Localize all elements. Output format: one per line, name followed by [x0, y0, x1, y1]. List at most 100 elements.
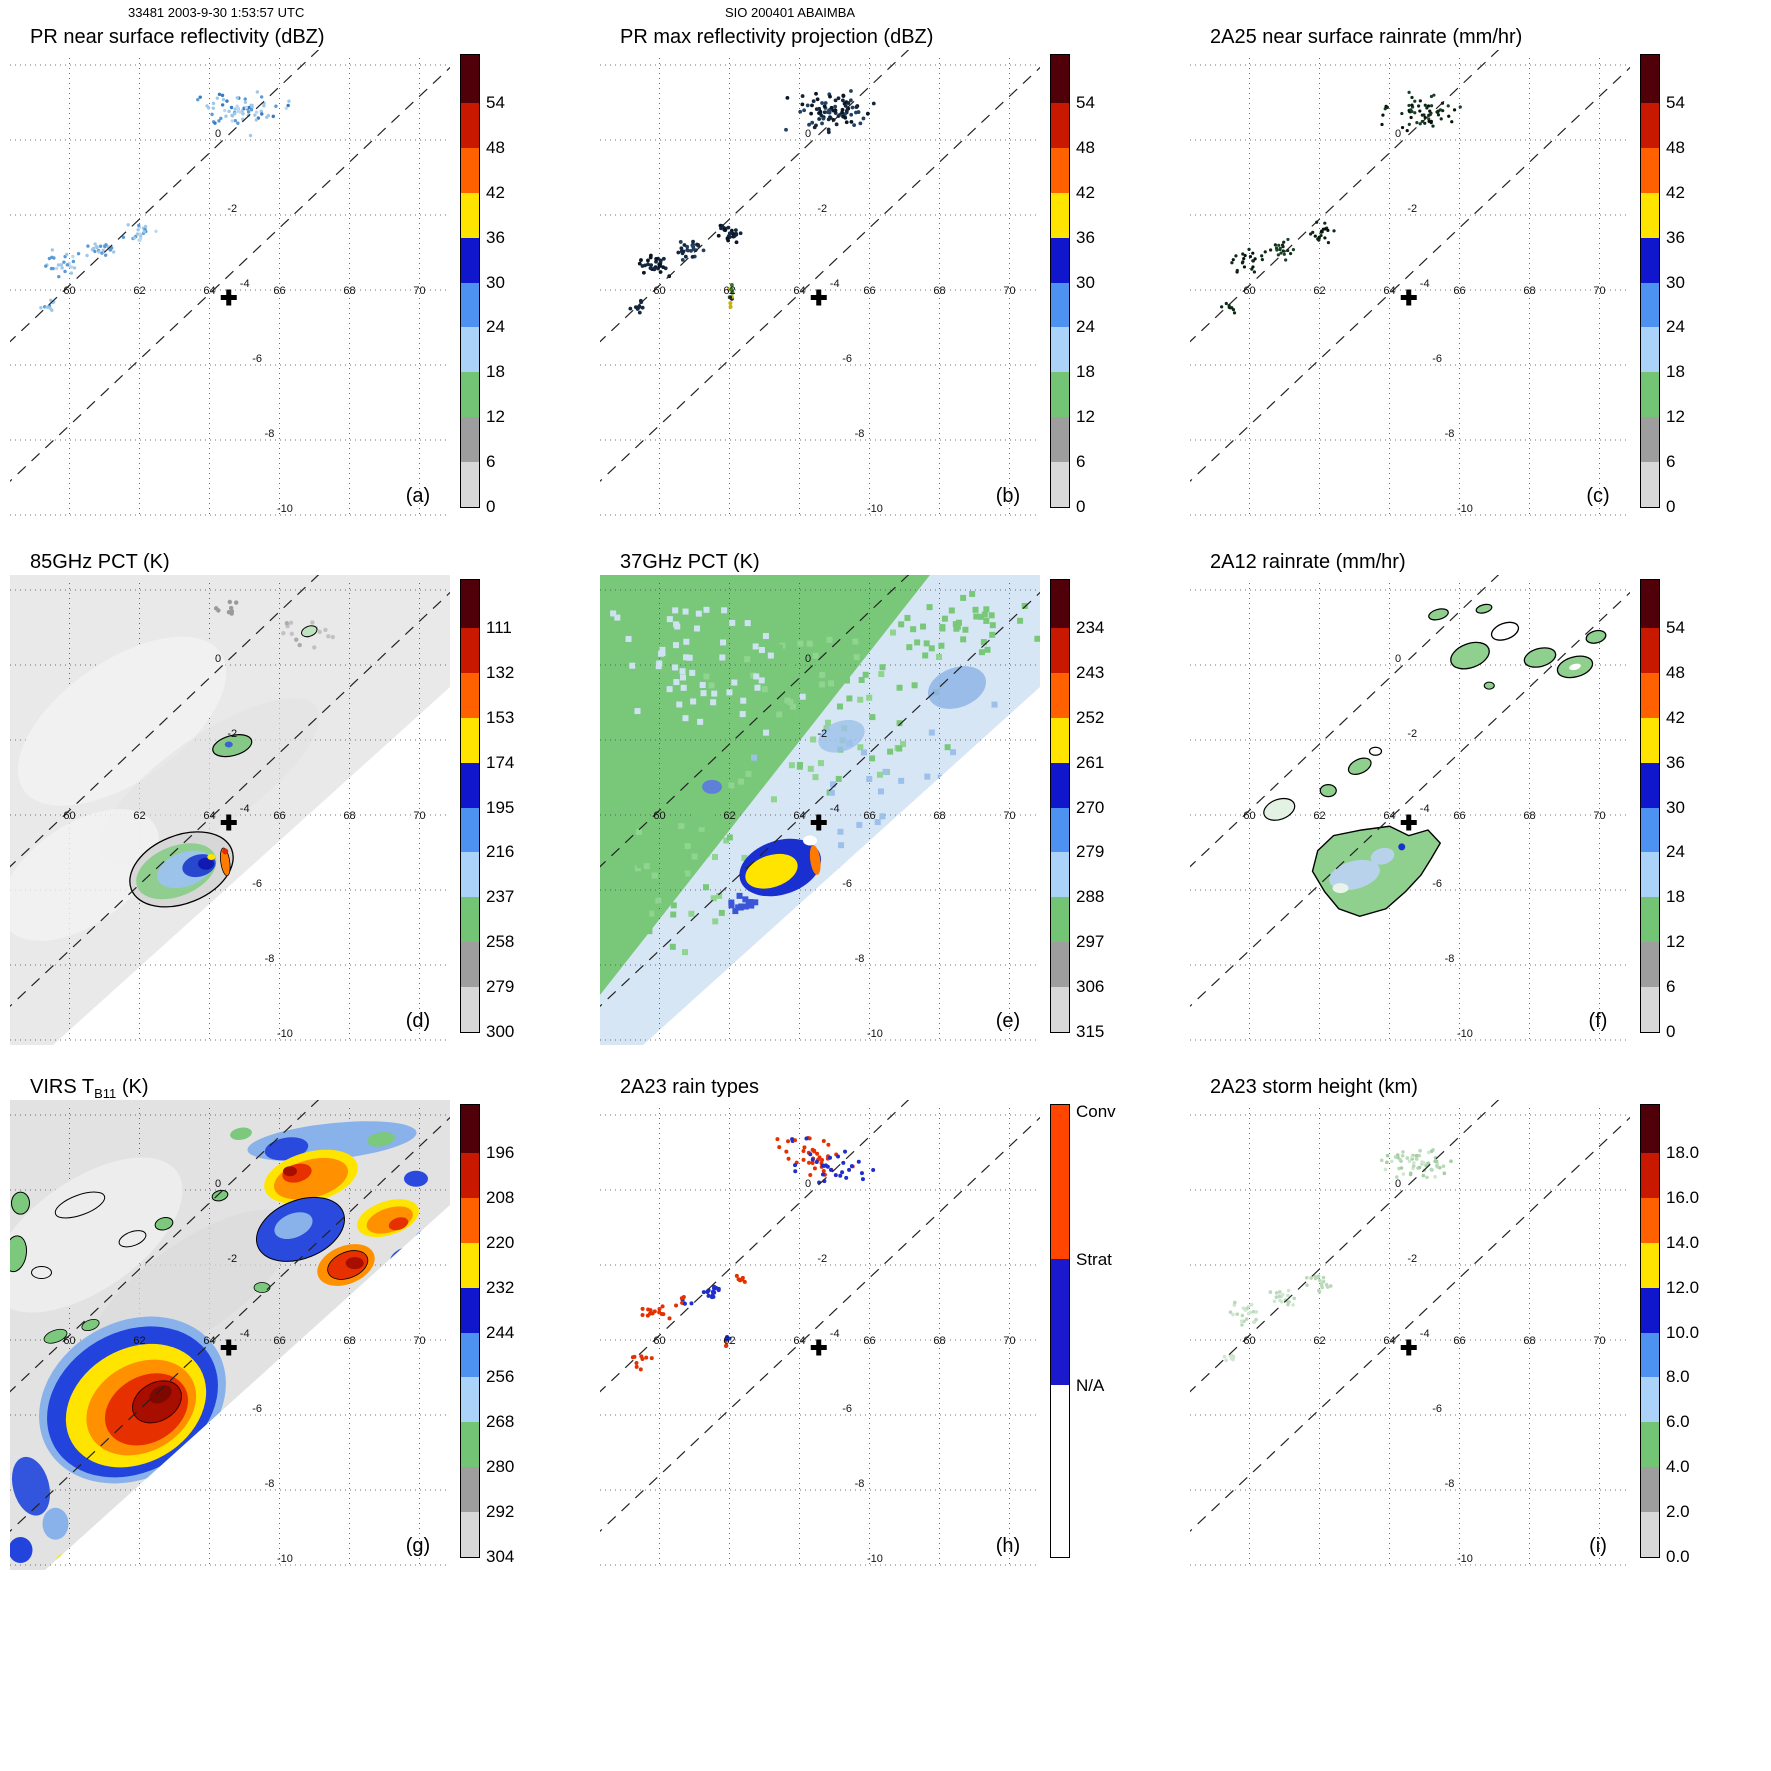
colorbar-labels: 54 48 42 36 30 24 18 12 6 0 — [486, 54, 558, 516]
center-cross-marker — [220, 814, 237, 831]
map-plot: 60 62 64 66 68 70 0 -2 -4 -6 -8 -10 (h) — [600, 1100, 1040, 1570]
lat-tick-label: -8 — [265, 953, 275, 965]
colorbar-labels: 111 132 153 174 195 216 237 258 279 300 — [486, 579, 558, 1041]
colorbar-tick: 6 — [1076, 452, 1086, 472]
lat-tick-label: -10 — [1457, 1028, 1473, 1040]
colorbar-tick: 243 — [1076, 662, 1105, 682]
colorbar-tick: 232 — [486, 1277, 515, 1297]
colorbar-tick: 16.0 — [1666, 1187, 1700, 1207]
panel-letter: (c) — [1586, 485, 1609, 507]
colorbar-tick: 12 — [1666, 407, 1685, 427]
panel-letter: (f) — [1589, 1010, 1608, 1032]
colorbar-tick: 36 — [486, 227, 505, 247]
panel-title-text: PR max reflectivity projection (dBZ) — [620, 26, 934, 48]
lat-tick-label: -8 — [855, 1478, 865, 1490]
lat-tick-label: -6 — [842, 1403, 852, 1415]
colorbar — [460, 54, 480, 508]
lon-tick-label: 68 — [933, 810, 945, 822]
colorbar — [1640, 579, 1660, 1033]
colorbar-tick: 0 — [1076, 497, 1086, 516]
lon-tick-label: 68 — [1523, 810, 1535, 822]
center-cross-marker — [810, 814, 827, 831]
lat-tick-label: -4 — [240, 1328, 250, 1340]
colorbar-tick: 12 — [1666, 932, 1685, 952]
lon-tick-label: 64 — [203, 810, 215, 822]
map-panel: 2A23 storm height (km) 60 62 64 66 68 70 0 -2 -4… — [1180, 1074, 1770, 1599]
colorbar-tick: 36 — [1076, 227, 1095, 247]
lon-tick-label: 66 — [863, 285, 875, 297]
colorbar-tick: 237 — [486, 887, 515, 907]
colorbar-tick: 42 — [1666, 182, 1685, 202]
colorbar — [1640, 54, 1660, 508]
panel-title-subscript: B11 — [94, 1086, 117, 1101]
colorbar-tick: 18.0 — [1666, 1143, 1700, 1162]
map-plot: 60 62 64 66 68 70 0 -2 -4 -6 -8 -10 (b) — [600, 50, 1040, 520]
colorbar — [1640, 1104, 1660, 1558]
colorbar-label: Strat — [1076, 1249, 1112, 1269]
lon-tick-label: 68 — [1523, 285, 1535, 297]
colorbar-tick: 153 — [486, 707, 515, 727]
lat-tick-label: -8 — [855, 953, 865, 965]
lon-tick-label: 62 — [133, 810, 145, 822]
lat-tick-label: -2 — [227, 728, 237, 740]
lon-tick-label: 62 — [1313, 1335, 1325, 1347]
panel-letter: (e) — [996, 1010, 1020, 1032]
lat-tick-label: -4 — [240, 803, 250, 815]
lon-tick-label: 68 — [343, 285, 355, 297]
lon-tick-label: 60 — [63, 1335, 75, 1347]
colorbar-tick: 54 — [1666, 93, 1685, 112]
lat-tick-label: -6 — [1432, 878, 1442, 890]
colorbar-tick: 280 — [486, 1457, 515, 1477]
scan-id-title: 33481 2003-9-30 1:53:57 UTC — [128, 5, 305, 20]
lat-tick-label: -8 — [1445, 953, 1455, 965]
colorbar-labels: 54 48 42 36 30 24 18 12 6 0 — [1666, 579, 1738, 1041]
colorbar-label: Conv — [1076, 1102, 1116, 1121]
lon-tick-label: 66 — [863, 1335, 875, 1347]
center-cross-marker — [1400, 289, 1417, 306]
lat-tick-label: -2 — [817, 1253, 827, 1265]
lat-tick-label: -6 — [1432, 1403, 1442, 1415]
lat-tick-label: -8 — [855, 428, 865, 440]
lon-tick-label: 64 — [793, 1335, 805, 1347]
figure-title: SIO 200401 ABAIMBA — [724, 5, 856, 20]
center-cross-marker — [1400, 1339, 1417, 1356]
panel-grid: PR near surface reflectivity (dBZ) 60 62 6… — [0, 24, 1771, 1599]
center-cross-marker — [810, 289, 827, 306]
lon-tick-label: 64 — [793, 285, 805, 297]
lon-tick-label: 66 — [273, 285, 285, 297]
colorbar-tick: 279 — [486, 977, 515, 997]
colorbar-tick: 8.0 — [1666, 1367, 1690, 1387]
colorbar-tick: 258 — [486, 932, 515, 952]
lat-tick-label: -4 — [1420, 803, 1430, 815]
map-panel: PR near surface reflectivity (dBZ) 60 62 6… — [0, 24, 590, 549]
colorbar-tick: 18 — [1666, 887, 1685, 907]
colorbar-tick: 4.0 — [1666, 1457, 1690, 1477]
colorbar-tick: 6 — [1666, 977, 1676, 997]
lon-tick-label: 68 — [1523, 1335, 1535, 1347]
lat-tick-label: -2 — [1407, 1253, 1417, 1265]
lon-tick-label: 70 — [1003, 1335, 1015, 1347]
map-plot: 60 62 64 66 68 70 0 -2 -4 -6 -8 -10 (i) — [1190, 1100, 1630, 1570]
colorbar-tick: 0.0 — [1666, 1547, 1690, 1566]
map-plot: 60 62 64 66 68 70 0 -2 -4 -6 -8 -10 (g) — [10, 1100, 450, 1570]
colorbar-tick: 6 — [1666, 452, 1676, 472]
colorbar-tick: 18 — [486, 362, 505, 382]
lat-tick-label: 0 — [215, 128, 221, 140]
colorbar-tick: 18 — [1666, 362, 1685, 382]
lat-tick-label: -10 — [867, 503, 883, 515]
lat-tick-label: -8 — [1445, 1478, 1455, 1490]
lon-tick-label: 60 — [653, 1335, 665, 1347]
colorbar-tick: 0 — [1666, 497, 1676, 516]
lat-tick-label: -10 — [867, 1553, 883, 1565]
panel-letter: (h) — [996, 1535, 1020, 1557]
lat-tick-label: -6 — [842, 353, 852, 365]
lon-tick-label: 70 — [1003, 810, 1015, 822]
panel-letter: (i) — [1589, 1535, 1607, 1557]
lon-tick-label: 62 — [723, 1335, 735, 1347]
lon-tick-label: 60 — [653, 285, 665, 297]
colorbar-tick: 208 — [486, 1187, 515, 1207]
lat-tick-label: -10 — [277, 503, 293, 515]
panel-title: 2A23 storm height (km) — [1210, 1076, 1418, 1101]
lat-tick-label: -8 — [265, 428, 275, 440]
panel-title-text: 2A23 storm height (km) — [1210, 1076, 1418, 1098]
